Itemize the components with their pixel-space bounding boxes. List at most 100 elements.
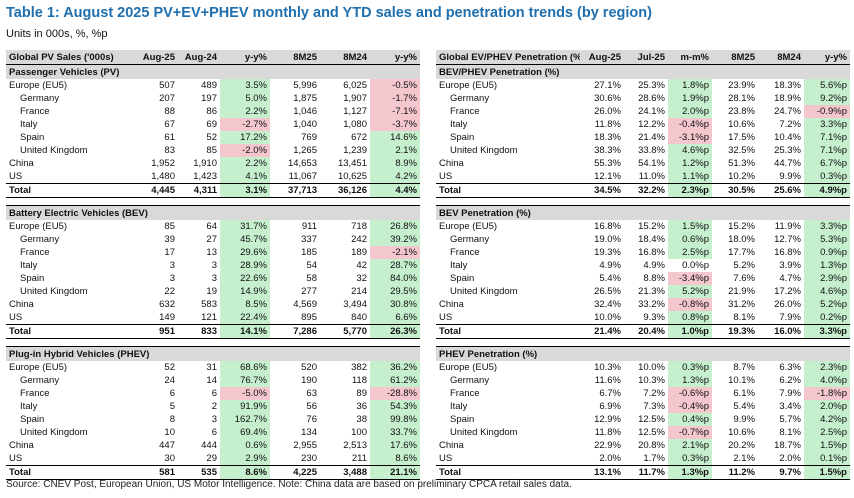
row-label: China	[9, 158, 34, 169]
table-cell: 4.6%p	[804, 285, 850, 298]
section-gap	[6, 198, 420, 206]
table-cell: 0.0%p	[682, 260, 709, 271]
table-cell: 6,025	[343, 80, 367, 91]
report-title: Table 1: August 2025 PV+EV+PHEV monthly …	[6, 5, 652, 21]
table-cell: 2.0%p	[668, 105, 712, 118]
table-cell: 21.1%	[370, 465, 420, 480]
table-cell: 11.2%	[712, 465, 758, 480]
table-cell: 85	[164, 221, 175, 232]
table-cell: 4.2%	[370, 170, 420, 184]
table-cell: 29	[206, 453, 217, 464]
total-row: Total 581 535 8.6% 4,225 3,488 21.1%	[6, 465, 420, 480]
table-row: Spain 61 52 17.2% 769 672 14.6%	[6, 131, 420, 144]
row-label: Italy	[20, 260, 38, 271]
table-cell: 14.6%	[370, 131, 420, 144]
table-cell: 118	[351, 375, 367, 386]
table-cell: -0.8%p	[668, 298, 712, 311]
table-cell: 6.9%	[599, 401, 621, 412]
table-cell: 14.9%	[220, 285, 270, 298]
table-cell: 447	[159, 440, 175, 451]
column-header: 8M25	[270, 50, 320, 65]
table-cell: 4.9%	[643, 260, 665, 271]
table-cell: 7.3%	[643, 401, 665, 412]
table-cell: 190	[301, 375, 317, 386]
row-label: Spain	[20, 132, 45, 143]
table-row: US 2.0% 1.7% 0.3%p 2.1% 2.0% 0.1%p	[436, 452, 850, 466]
table-cell: -0.4%p	[668, 118, 712, 131]
table-cell: 1,239	[343, 145, 367, 156]
table-cell: 8.5%	[220, 298, 270, 311]
row-label: United Kingdom	[20, 427, 88, 438]
table-row: Germany 207 197 5.0% 1,875 1,907 -1.7%	[6, 92, 420, 105]
table-cell: 5	[169, 401, 175, 412]
table-cell: 185	[301, 247, 317, 258]
table-cell: 189	[351, 247, 367, 258]
table-cell: 31	[206, 362, 217, 373]
table-cell: 8.9%	[370, 157, 420, 170]
table-cell: 7.2%	[643, 388, 665, 399]
table-cell: 583	[201, 299, 217, 310]
table-cell: 2.0%p	[804, 400, 850, 413]
gap-cell	[436, 339, 850, 347]
table-cell: 21.4%	[638, 132, 665, 143]
table-cell: 214	[351, 286, 367, 297]
table-cell: 162.7%	[220, 413, 270, 426]
total-row: Total 34.5% 32.2% 2.3%p 30.5% 25.6% 4.9%p	[436, 183, 850, 198]
table-cell: -1.7%	[370, 92, 420, 105]
row-label: Total	[6, 183, 134, 198]
row-label: US	[9, 171, 23, 182]
table-cell: -0.7%p	[668, 426, 712, 439]
table-cell: -28.8%	[370, 387, 420, 400]
table-cell: 69	[206, 119, 217, 130]
table-row: United Kingdom 10 6 69.4% 134 100 33.7%	[6, 426, 420, 439]
row-label: France	[450, 106, 480, 117]
row-label: Total	[436, 324, 580, 339]
table-cell: 24	[164, 375, 175, 386]
row-label: Spain	[450, 414, 475, 425]
row-label: France	[20, 106, 50, 117]
table-cell: -2.7%	[220, 118, 270, 131]
table-cell: 2.9%p	[804, 272, 850, 285]
table-cell: 149	[159, 312, 175, 323]
table-cell: 2.1%	[733, 453, 755, 464]
row-label: Total	[436, 183, 580, 198]
table-row: Italy 67 69 -2.7% 1,040 1,080 -3.7%	[6, 118, 420, 131]
total-row: Total 13.1% 11.7% 1.3%p 11.2% 9.7% 1.5%p	[436, 465, 850, 480]
row-label: France	[20, 388, 50, 399]
table-cell: 42	[356, 260, 367, 271]
table-cell: 30	[164, 453, 175, 464]
table-cell: 6.7%	[599, 388, 621, 399]
units-note: Units in 000s, %, %p	[6, 28, 108, 40]
column-header: Jul-25	[624, 50, 668, 65]
row-label: United Kingdom	[450, 145, 518, 156]
table-cell: 45.7%	[220, 233, 270, 246]
table-cell: 4,311	[178, 183, 220, 198]
table-cell: -0.5%	[370, 79, 420, 92]
table-cell: 29.5%	[370, 285, 420, 298]
table-cell: 3	[211, 273, 217, 284]
pv-sales-table: Global PV Sales ('000s) Aug-25 Aug-24 y-y% 8…	[6, 50, 420, 480]
row-label: Total	[6, 324, 134, 339]
table-row: China 1,952 1,910 2.2% 14,653 13,451 8.9%	[6, 157, 420, 170]
table-cell: 8.6%	[220, 465, 270, 480]
table-cell: 89	[356, 388, 367, 399]
table-cell: 23.9%	[728, 80, 755, 91]
table-row: Germany 24 14 76.7% 190 118 61.2%	[6, 374, 420, 387]
table-cell: 25.3%	[774, 145, 801, 156]
table-cell: 4.0%p	[804, 374, 850, 387]
row-label: US	[439, 171, 453, 182]
table-cell: 24.7%	[774, 106, 801, 117]
row-label: China	[439, 440, 464, 451]
table-cell: 56	[306, 401, 317, 412]
table-cell: 1,910	[193, 158, 217, 169]
table-row: China 447 444 0.6% 2,955 2,513 17.6%	[6, 439, 420, 452]
table-cell: 8	[169, 414, 175, 425]
table-cell: 26.3%	[370, 324, 420, 339]
table-cell: 55.3%	[594, 158, 621, 169]
table-cell: 7.9%	[779, 388, 801, 399]
table-cell: 672	[351, 132, 367, 143]
table-cell: 11.6%	[594, 375, 621, 386]
table-cell: 2.0%	[779, 453, 801, 464]
table-row: China 55.3% 54.1% 1.2%p 51.3% 44.7% 6.7%p	[436, 157, 850, 170]
table-cell: 52	[164, 362, 175, 373]
